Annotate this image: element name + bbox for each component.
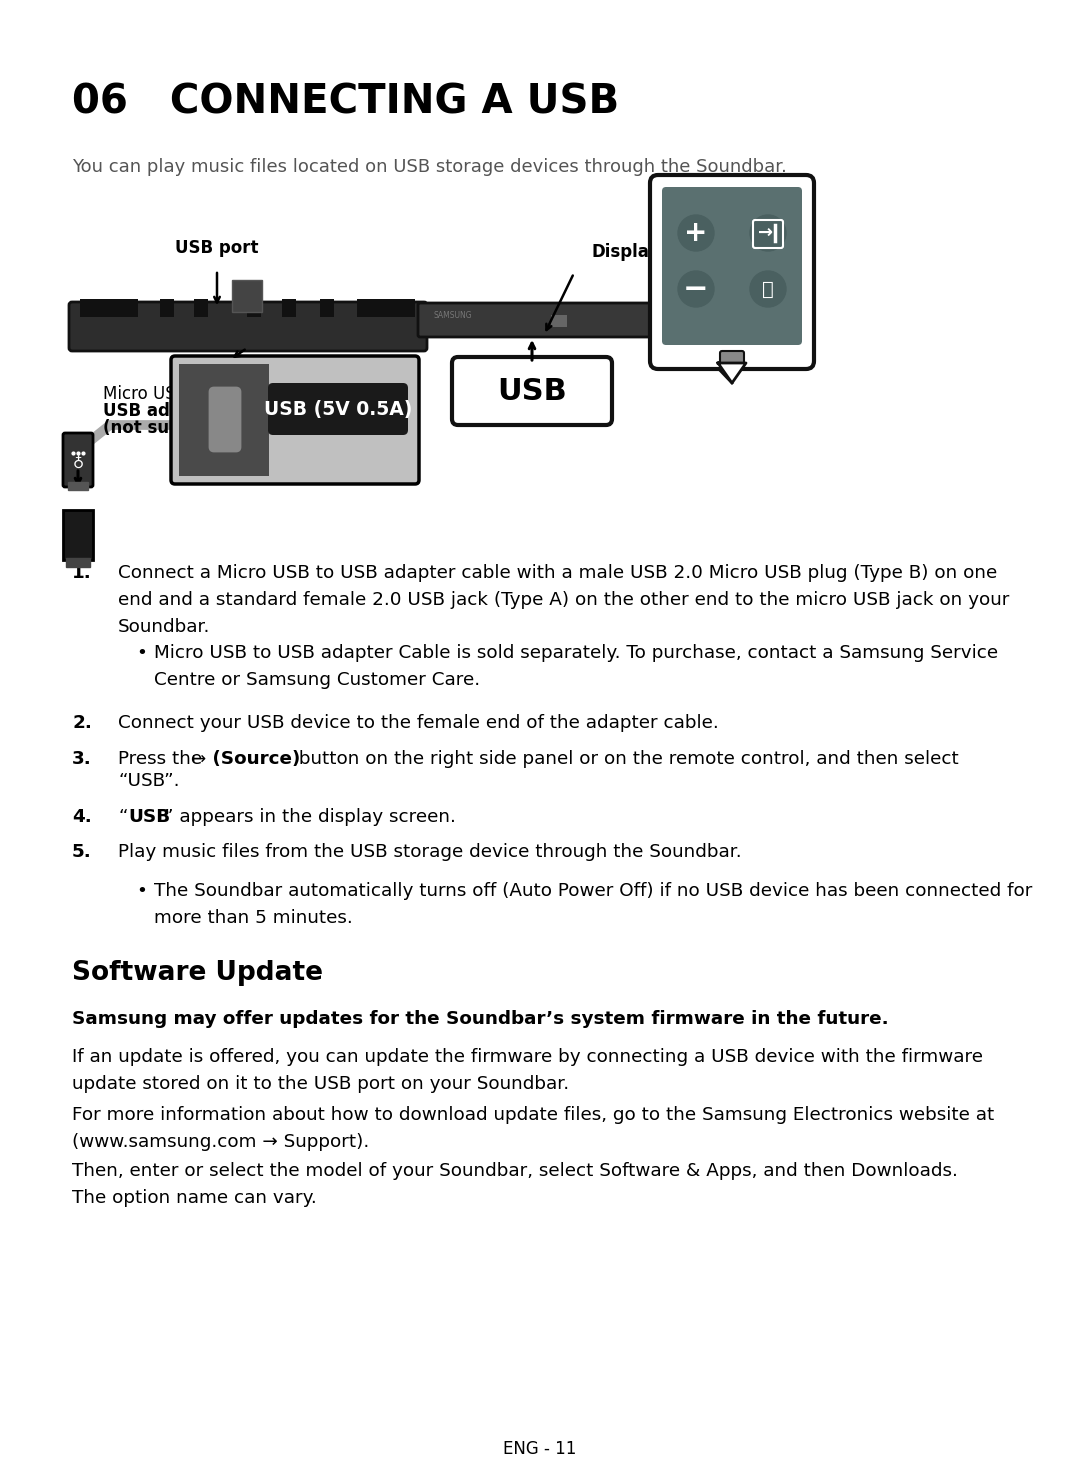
Polygon shape — [718, 362, 746, 383]
Text: Samsung may offer updates for the Soundbar’s system firmware in the future.: Samsung may offer updates for the Soundb… — [72, 1010, 889, 1028]
Text: (not supplied): (not supplied) — [103, 419, 234, 436]
Text: Press the: Press the — [118, 750, 208, 768]
Bar — [282, 299, 296, 317]
Text: USB (5V 0.5A): USB (5V 0.5A) — [264, 399, 413, 419]
Text: •: • — [136, 643, 147, 663]
FancyBboxPatch shape — [69, 302, 427, 351]
Text: →: → — [758, 223, 773, 243]
FancyBboxPatch shape — [662, 186, 802, 345]
Text: Then, enter or select the model of your Soundbar, select Software & Apps, and th: Then, enter or select the model of your … — [72, 1162, 958, 1207]
Text: ♁: ♁ — [72, 456, 83, 470]
Text: If an update is offered, you can update the firmware by connecting a USB device : If an update is offered, you can update … — [72, 1049, 983, 1093]
FancyBboxPatch shape — [720, 351, 744, 365]
Circle shape — [750, 214, 786, 251]
Circle shape — [750, 271, 786, 308]
Bar — [68, 482, 87, 490]
Text: 2.: 2. — [72, 714, 92, 732]
Text: 06   CONNECTING A USB: 06 CONNECTING A USB — [72, 81, 619, 121]
Text: ” appears in the display screen.: ” appears in the display screen. — [164, 808, 456, 825]
Text: “: “ — [118, 808, 127, 825]
FancyBboxPatch shape — [418, 303, 700, 337]
Bar — [63, 510, 93, 561]
Text: You can play music files located on USB storage devices through the Soundbar.: You can play music files located on USB … — [72, 158, 787, 176]
Text: SAMSUNG: SAMSUNG — [434, 312, 473, 321]
FancyBboxPatch shape — [171, 356, 419, 484]
Circle shape — [678, 214, 714, 251]
FancyBboxPatch shape — [210, 387, 240, 451]
Text: 3.: 3. — [72, 750, 92, 768]
Text: The Soundbar automatically turns off (Auto Power Off) if no USB device has been : The Soundbar automatically turns off (Au… — [154, 881, 1032, 927]
Bar — [66, 558, 90, 566]
Text: 5.: 5. — [72, 843, 92, 861]
Text: For more information about how to download update files, go to the Samsung Elect: For more information about how to downlo… — [72, 1106, 995, 1151]
Bar — [179, 364, 269, 476]
Text: Connect a Micro USB to USB adapter cable with a male USB 2.0 Micro USB plug (Typ: Connect a Micro USB to USB adapter cable… — [118, 563, 1010, 636]
Text: button on the right side panel or on the remote control, and then select: button on the right side panel or on the… — [293, 750, 959, 768]
Bar — [80, 299, 138, 317]
Text: 4.: 4. — [72, 808, 92, 825]
Text: Connect your USB device to the female end of the adapter cable.: Connect your USB device to the female en… — [118, 714, 719, 732]
Text: (Source): (Source) — [206, 750, 300, 768]
Text: Micro USB to USB adapter Cable is sold separately. To purchase, contact a Samsun: Micro USB to USB adapter Cable is sold s… — [154, 643, 998, 689]
FancyBboxPatch shape — [268, 383, 408, 435]
Text: +: + — [685, 219, 707, 247]
Text: USB: USB — [497, 377, 567, 405]
FancyBboxPatch shape — [63, 433, 93, 487]
Text: Display: Display — [592, 243, 660, 260]
Bar — [551, 315, 567, 327]
FancyBboxPatch shape — [650, 175, 814, 368]
Bar — [357, 299, 415, 317]
Text: Software Update: Software Update — [72, 960, 323, 986]
Text: “USB”.: “USB”. — [118, 772, 179, 790]
Text: USB adapter Cable: USB adapter Cable — [103, 402, 279, 420]
Bar — [320, 299, 334, 317]
Text: ⏻: ⏻ — [762, 280, 774, 299]
Bar — [194, 299, 208, 317]
Text: Micro USB to: Micro USB to — [103, 385, 210, 402]
Text: −: − — [684, 275, 708, 303]
Text: USB port: USB port — [175, 240, 259, 257]
Text: 1.: 1. — [72, 563, 92, 583]
Text: Play music files from the USB storage device through the Soundbar.: Play music files from the USB storage de… — [118, 843, 742, 861]
Bar — [232, 280, 262, 312]
Text: USB: USB — [129, 808, 171, 825]
Bar — [247, 299, 261, 317]
Text: ↦: ↦ — [191, 750, 205, 768]
Circle shape — [678, 271, 714, 308]
Bar — [160, 299, 174, 317]
Text: •: • — [136, 881, 147, 901]
FancyBboxPatch shape — [453, 356, 612, 424]
Text: ENG - 11: ENG - 11 — [503, 1441, 577, 1458]
